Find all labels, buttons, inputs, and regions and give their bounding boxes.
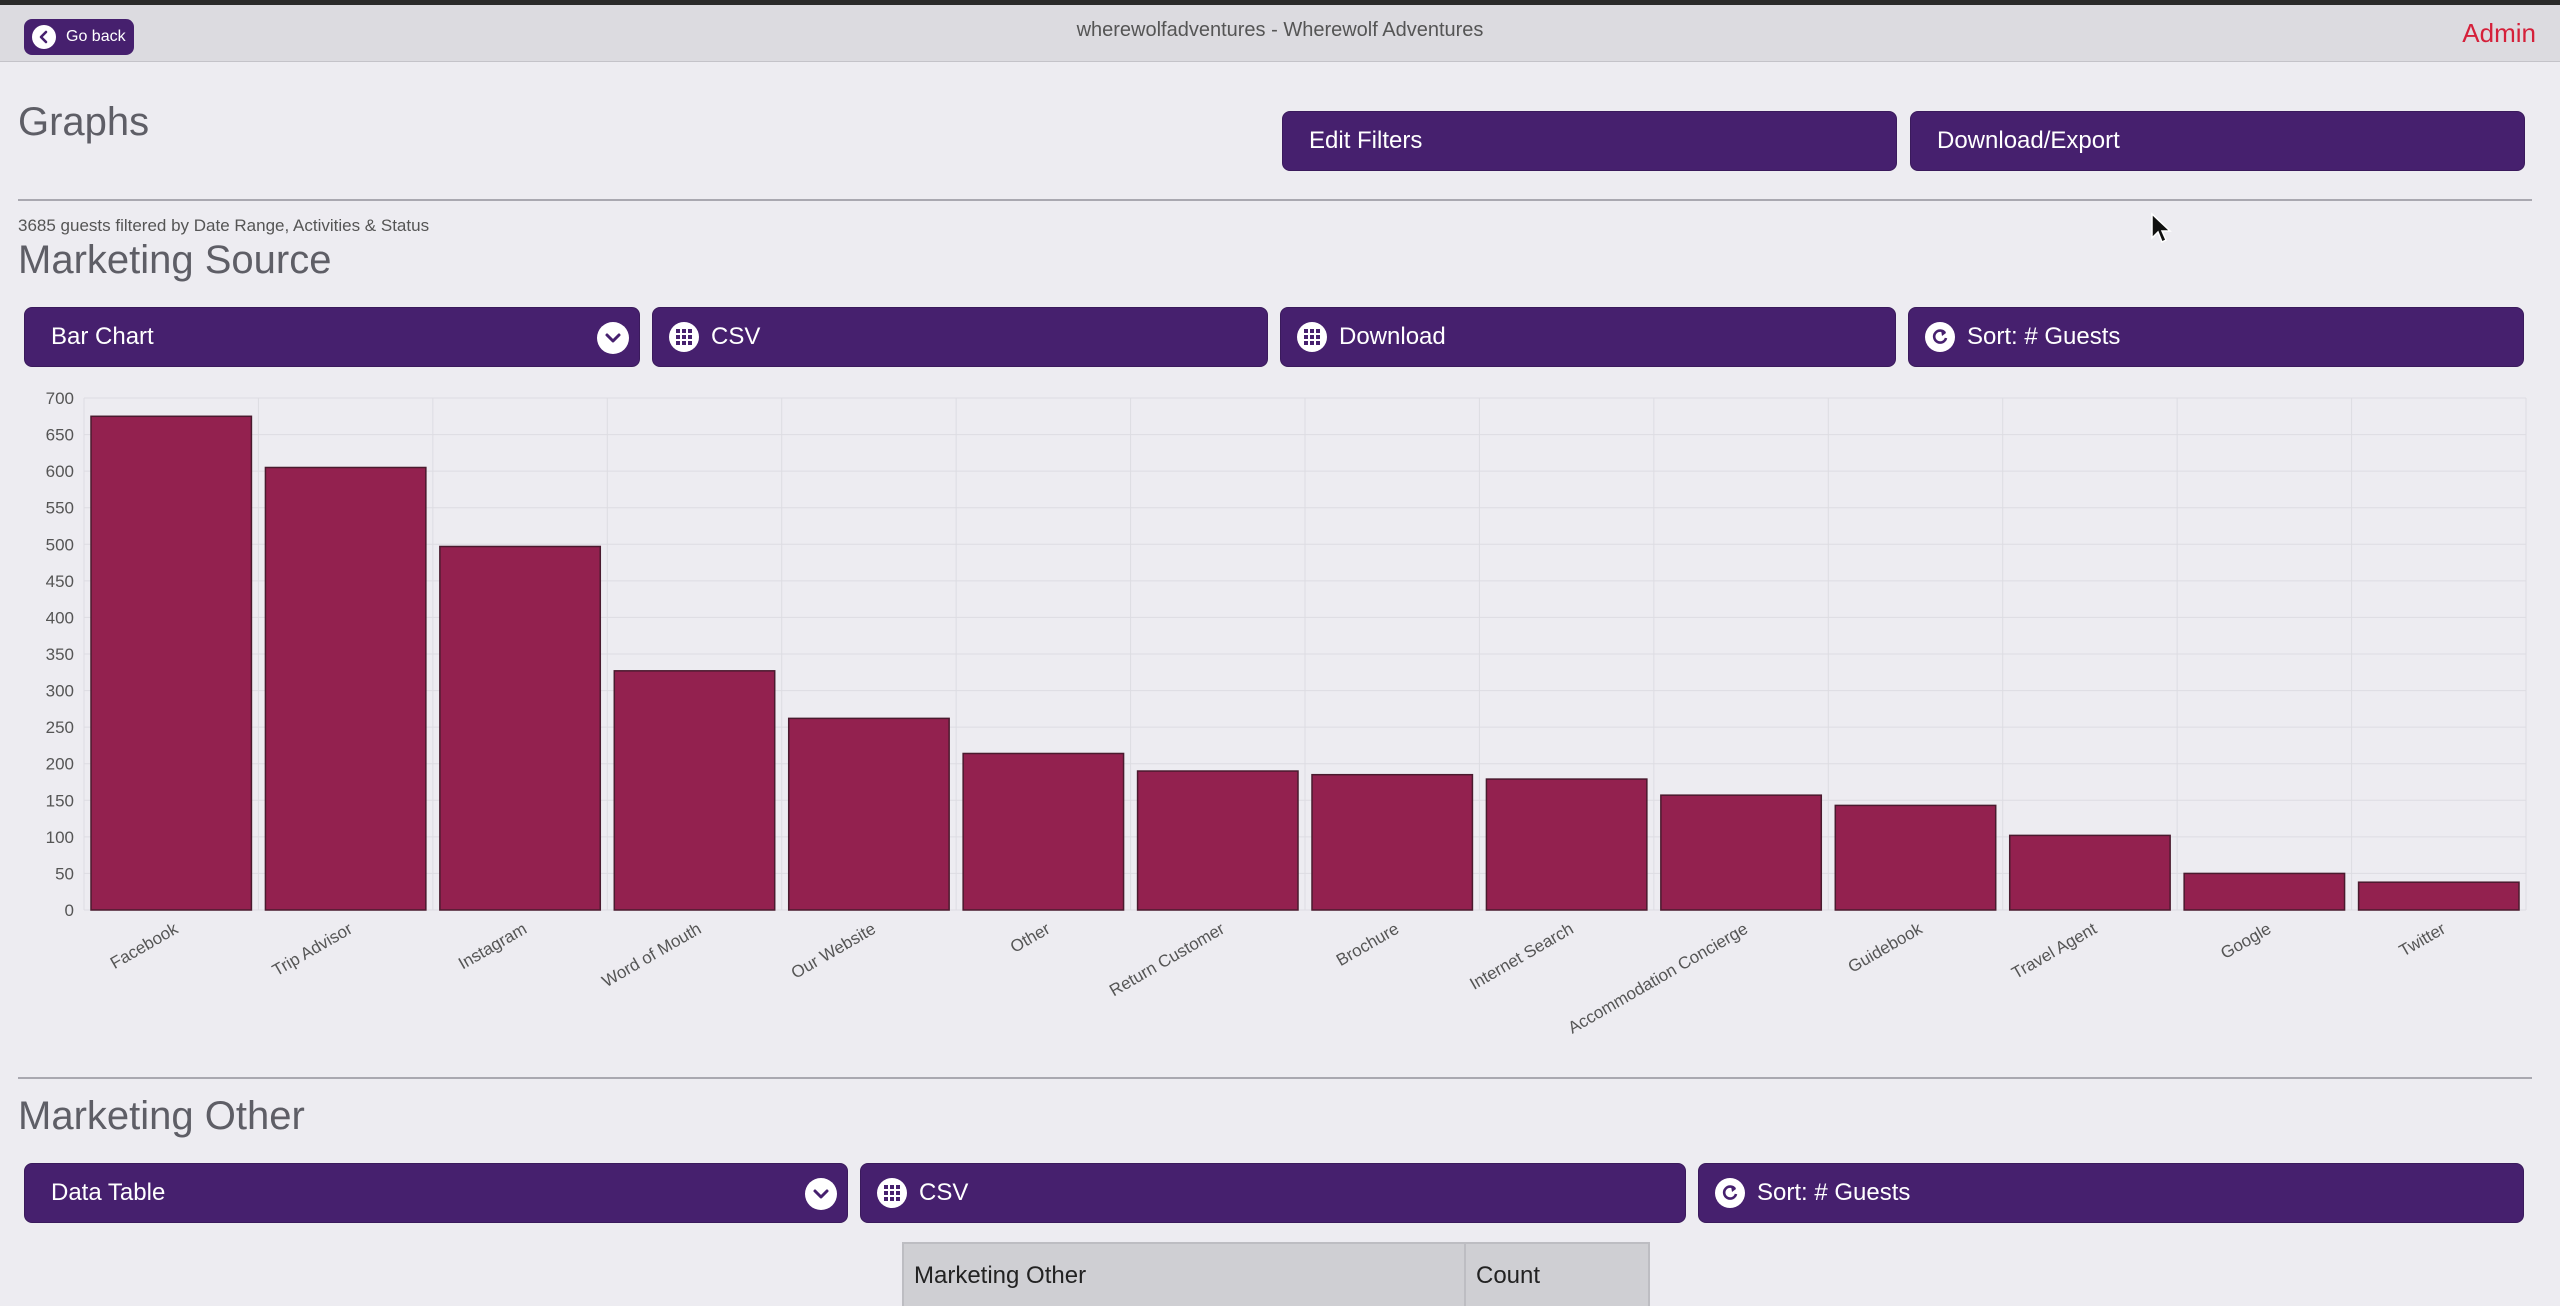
- csv-button[interactable]: CSV: [652, 307, 1268, 367]
- x-tick-label: Facebook: [107, 919, 182, 973]
- y-tick-label: 50: [55, 864, 74, 883]
- x-tick-label: Guidebook: [1845, 919, 1926, 977]
- y-tick-label: 600: [46, 462, 74, 481]
- y-tick-label: 650: [46, 426, 74, 445]
- other-csv-button[interactable]: CSV: [860, 1163, 1686, 1223]
- x-tick-label: Internet Search: [1466, 919, 1576, 994]
- page-title: Graphs: [18, 100, 150, 144]
- column-header[interactable]: Marketing Other: [902, 1242, 1466, 1306]
- download-label: Download: [1339, 323, 1446, 350]
- x-tick-label: Travel Agent: [2008, 919, 2100, 983]
- refresh-icon: [1925, 322, 1955, 352]
- divider: [18, 1077, 2532, 1079]
- y-tick-label: 500: [46, 535, 74, 554]
- sort-label: Sort: # Guests: [1967, 323, 2121, 350]
- chevron-left-icon: [32, 25, 56, 49]
- y-tick-label: 150: [46, 791, 74, 810]
- x-tick-label: Instagram: [455, 919, 530, 973]
- view-type-label: Data Table: [51, 1179, 166, 1206]
- sort-button[interactable]: Sort: # Guests: [1908, 307, 2524, 367]
- grid-icon: [1297, 322, 1327, 352]
- bar-our-website[interactable]: [787, 717, 950, 911]
- y-tick-label: 200: [46, 755, 74, 774]
- grid-icon: [877, 1178, 907, 1208]
- bar-trip-advisor[interactable]: [264, 466, 427, 911]
- chart-type-select[interactable]: Bar Chart: [24, 307, 640, 367]
- bar-accommodation-concierge[interactable]: [1660, 794, 1823, 911]
- window-title: wherewolfadventures - Wherewolf Adventur…: [1076, 19, 1484, 41]
- edit-filters-button[interactable]: Edit Filters: [1282, 111, 1897, 171]
- y-tick-label: 700: [46, 389, 74, 408]
- other-csv-label: CSV: [919, 1179, 969, 1206]
- go-back-button[interactable]: Go back: [24, 19, 134, 55]
- chevron-down-icon: [597, 322, 629, 354]
- table-header-row: Marketing Other Count: [902, 1242, 1650, 1306]
- filter-note: 3685 guests filtered by Date Range, Acti…: [18, 216, 430, 235]
- y-tick-label: 450: [46, 572, 74, 591]
- x-tick-label: Twitter: [2396, 919, 2449, 961]
- grid-icon: [669, 322, 699, 352]
- bar-guidebook[interactable]: [1834, 804, 1997, 911]
- download-button[interactable]: Download: [1280, 307, 1896, 367]
- csv-label: CSV: [711, 323, 761, 350]
- bar-return-customer[interactable]: [1136, 770, 1299, 911]
- bar-internet-search[interactable]: [1485, 778, 1648, 911]
- bar-word-of-mouth[interactable]: [613, 670, 776, 911]
- chevron-down-icon: [805, 1178, 837, 1210]
- y-tick-label: 300: [46, 682, 74, 701]
- y-tick-label: 350: [46, 645, 74, 664]
- marketing-other-table: Marketing Other Count: [902, 1242, 1650, 1306]
- edit-filters-label: Edit Filters: [1309, 127, 1423, 154]
- other-sort-button[interactable]: Sort: # Guests: [1698, 1163, 2524, 1223]
- marketing-source-chart: 0 50 100 150 200 250 300 350 400 450 500 550 600 650 7…: [0, 386, 2560, 1066]
- y-tick-label: 250: [46, 718, 74, 737]
- view-type-select[interactable]: Data Table: [24, 1163, 848, 1223]
- bar-travel-agent[interactable]: [2008, 834, 2171, 911]
- x-tick-label: Word of Mouth: [599, 919, 705, 991]
- bar-facebook[interactable]: [90, 415, 253, 911]
- marketing-source-heading: Marketing Source: [18, 238, 332, 282]
- y-tick-label: 550: [46, 499, 74, 518]
- bar-brochure[interactable]: [1311, 773, 1474, 911]
- x-tick-label: Our Website: [788, 919, 879, 983]
- y-tick-label: 400: [46, 608, 74, 627]
- bar-instagram[interactable]: [439, 545, 602, 911]
- x-tick-label: Google: [2217, 919, 2274, 963]
- bar-other[interactable]: [962, 752, 1125, 911]
- mouse-cursor-icon: [2151, 212, 2172, 244]
- x-tick-label: Trip Advisor: [269, 919, 356, 980]
- admin-link[interactable]: Admin: [2462, 18, 2536, 48]
- x-tick-label: Return Customer: [1106, 919, 1228, 1000]
- bar-twitter[interactable]: [2357, 881, 2520, 911]
- top-bar: Go back wherewolfadventures - Wherewolf …: [0, 0, 2560, 62]
- chart-type-label: Bar Chart: [51, 323, 154, 350]
- x-tick-label: Other: [1007, 919, 1054, 957]
- other-sort-label: Sort: # Guests: [1757, 1179, 1911, 1206]
- column-header[interactable]: Count: [1464, 1242, 1650, 1306]
- bar-chart-svg: 0 50 100 150 200 250 300 350 400 450 500 550 600 650 7…: [46, 389, 2527, 1038]
- y-tick-label: 100: [46, 828, 74, 847]
- marketing-other-heading: Marketing Other: [18, 1094, 305, 1138]
- go-back-label: Go back: [66, 28, 126, 45]
- refresh-icon: [1715, 1178, 1745, 1208]
- x-tick-label: Accommodation Concierge: [1565, 919, 1751, 1038]
- download-export-button[interactable]: Download/Export: [1910, 111, 2525, 171]
- x-tick-label: Brochure: [1333, 919, 1402, 970]
- divider: [18, 199, 2532, 201]
- y-tick-label: 0: [65, 901, 74, 920]
- download-export-label: Download/Export: [1937, 127, 2120, 154]
- bar-google[interactable]: [2183, 872, 2346, 911]
